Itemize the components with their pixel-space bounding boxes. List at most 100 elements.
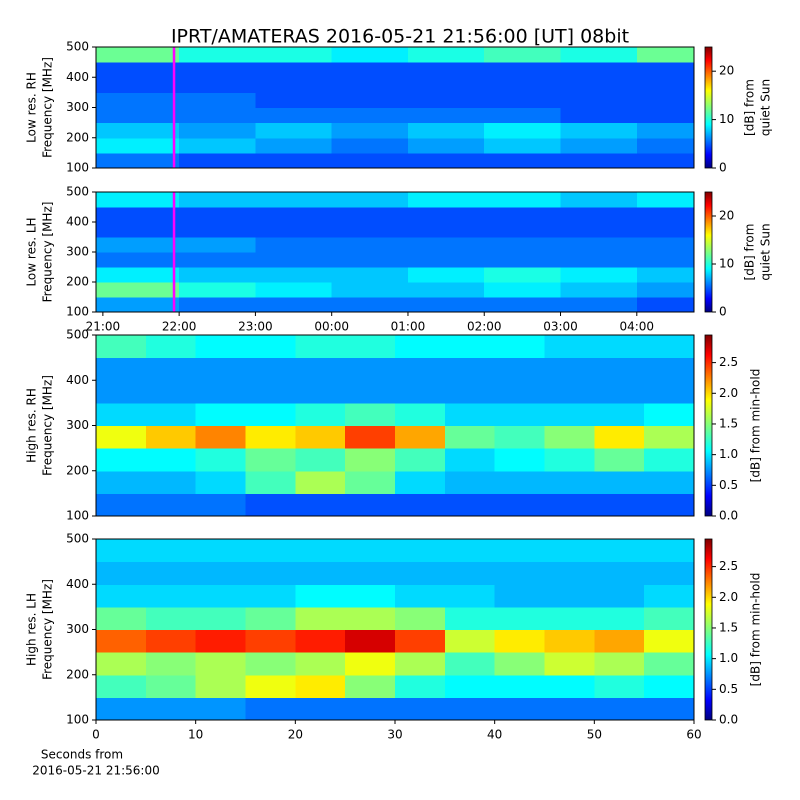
heatmap-cell (145, 674, 197, 698)
heatmap-cell (195, 470, 246, 494)
heatmap-cell (444, 674, 496, 698)
heatmap-cell (179, 77, 256, 93)
heatmap-cell (96, 222, 180, 238)
heatmap-cell (407, 137, 485, 154)
heatmap-cell (245, 425, 296, 449)
heatmap-cell (295, 448, 346, 472)
heatmap-cell (345, 425, 396, 449)
colorbar (704, 334, 713, 517)
colorbar-tick-label: 20 (719, 209, 734, 223)
heatmap-cell (145, 584, 197, 608)
heatmap-cell (636, 192, 695, 208)
heatmap-cell (255, 207, 333, 223)
heatmap-cell (544, 539, 595, 563)
heatmap-cell (407, 267, 485, 283)
heatmap-cell (331, 282, 409, 298)
heatmap-cell (636, 107, 695, 124)
heatmap-cell (494, 561, 545, 585)
y-tick-label: 200 (66, 130, 89, 144)
y-tick-label: 100 (66, 305, 89, 319)
heatmap-cell (484, 222, 562, 238)
heatmap-cell (96, 425, 147, 449)
y-tick-label: 500 (66, 532, 89, 546)
heatmap-cell (96, 584, 147, 608)
heatmap-cell (644, 561, 695, 585)
heatmap-cell (395, 629, 446, 653)
heatmap-cell (331, 137, 409, 154)
heatmap-cell (407, 107, 485, 124)
heatmap-cell (395, 335, 446, 359)
heatmap-cell (96, 252, 180, 268)
heatmap-cell (644, 402, 695, 426)
heatmap-cell (636, 252, 695, 268)
heatmap-cell (594, 402, 645, 426)
heatmap-cell (179, 282, 256, 298)
heatmap-cell (179, 122, 256, 139)
heatmap-cell (494, 402, 545, 426)
y-axis-label: Frequency [MHz] (41, 579, 55, 680)
heatmap-cell (395, 380, 446, 404)
y-tick-label: 100 (66, 713, 89, 727)
heatmap-cell (594, 448, 645, 472)
heatmap-cell (179, 107, 256, 124)
heatmap-cell (179, 207, 256, 223)
heatmap-cell (245, 470, 296, 494)
heatmap-cell (255, 92, 333, 108)
colorbar-tick-label: 10 (719, 257, 734, 271)
heatmap-cell (560, 222, 638, 238)
heatmap-cell (594, 561, 645, 585)
heatmap-cell (484, 252, 562, 268)
heatmap-cell (345, 380, 396, 404)
colorbar-label: quiet Sun (759, 79, 773, 136)
colorbar-label: [dB] from (743, 224, 757, 281)
heatmap-cell (331, 252, 409, 268)
heatmap-cell (484, 47, 562, 63)
heatmap-cell (345, 539, 396, 563)
heatmap-cell (96, 335, 147, 359)
heatmap-cell (255, 122, 333, 139)
y-tick-label: 500 (66, 185, 89, 199)
heatmap-cell (145, 335, 197, 359)
heatmap-cell (145, 425, 197, 449)
heatmap-cell (444, 539, 496, 563)
heatmap-cell (255, 282, 333, 298)
x-tick-label: 04:00 (619, 320, 654, 334)
y-axis-label: High res. LH (25, 593, 39, 666)
heatmap-cell (96, 282, 180, 298)
heatmap-cell (407, 192, 485, 208)
heatmap-cell (594, 629, 645, 653)
heatmap-cell (145, 448, 197, 472)
heatmap-cell (636, 267, 695, 283)
heatmap-cell (195, 539, 246, 563)
heatmap-cell (484, 122, 562, 139)
heatmap-cell (560, 47, 638, 63)
heatmap-cell (644, 493, 695, 517)
heatmap-cell (444, 402, 496, 426)
heatmap-cell (395, 606, 446, 630)
heatmap-cell (145, 493, 197, 517)
heatmap-cell (345, 561, 396, 585)
heatmap-cell (345, 584, 396, 608)
heatmap-cell (636, 222, 695, 238)
colorbar-label: quiet Sun (759, 223, 773, 280)
heatmap-cell (484, 297, 562, 313)
heatmap-cell (544, 652, 595, 676)
x-tick-label: 23:00 (238, 320, 273, 334)
heatmap-cell (444, 493, 496, 517)
heatmap-cell (594, 584, 645, 608)
heatmap-cell (544, 606, 595, 630)
heatmap-cell (544, 561, 595, 585)
colorbar-tick-label: 0.0 (719, 713, 738, 727)
heatmap-cell (345, 335, 396, 359)
heatmap-cell (96, 629, 147, 653)
y-tick-label: 200 (66, 667, 89, 681)
heatmap-cell (395, 425, 446, 449)
colorbar-tick-label: 1.5 (719, 620, 738, 634)
heatmap-cell (96, 107, 180, 124)
heatmap-cell (255, 152, 333, 169)
heatmap-cell (484, 267, 562, 283)
heatmap-cell (179, 152, 256, 169)
heatmap-cell (644, 335, 695, 359)
heatmap-cell (245, 448, 296, 472)
heatmap-cell (195, 380, 246, 404)
